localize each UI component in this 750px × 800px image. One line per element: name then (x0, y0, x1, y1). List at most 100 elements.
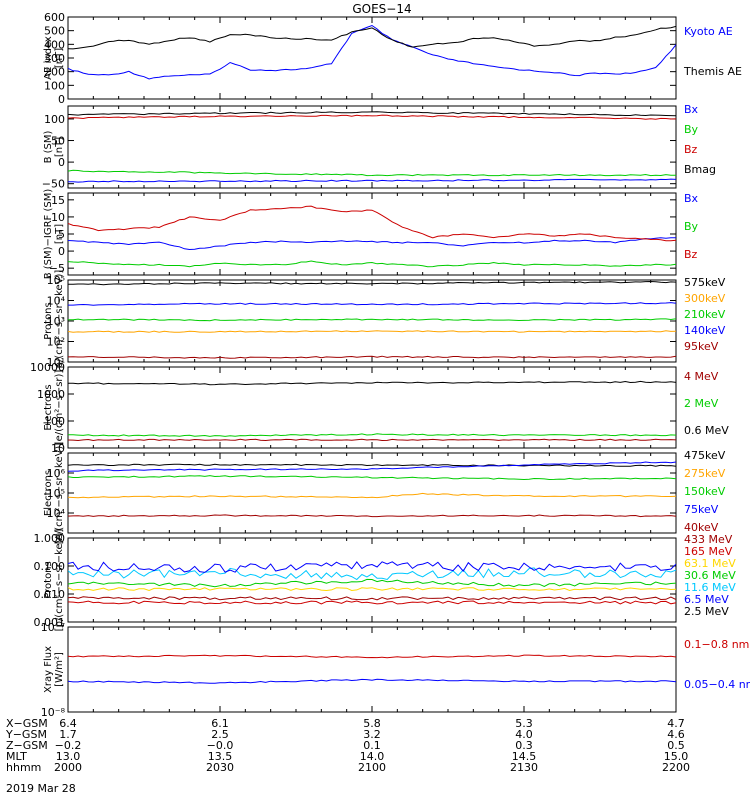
series-line (68, 508, 676, 510)
y-axis-label: AE index (43, 36, 54, 80)
legend-label: 210keV (684, 308, 726, 321)
series-line (68, 433, 676, 437)
y-axis-label: B (SM) (43, 130, 54, 163)
series-line (68, 600, 676, 605)
legend-label: 165 MeV (684, 545, 733, 558)
ephemeris-value: 6.4 (59, 717, 77, 730)
series-line (68, 280, 676, 286)
series-line (68, 492, 676, 499)
legend-label: 6.5 MeV (684, 593, 729, 606)
ephemeris-value: 5.8 (363, 717, 381, 730)
y-tick-label: 10000 (30, 361, 65, 374)
legend-label: Themis AE (683, 65, 742, 78)
y-axis-label: [W/m²] (54, 652, 65, 687)
ephemeris-value: 1.7 (59, 728, 77, 741)
y-axis-label: Xray Flux (43, 646, 54, 693)
series-line (68, 461, 676, 472)
y-axis-label: B (SM)−IGRF (SM) (43, 189, 54, 280)
legend-label: 40keV (684, 521, 719, 534)
y-tick-label: 10⁵ (47, 487, 65, 500)
ephemeris-value: 4.0 (515, 728, 533, 741)
y-axis-label: [e/(cm²−s−sr)] (54, 370, 65, 446)
legend-label: 433 MeV (684, 533, 733, 546)
legend-label: By (684, 220, 699, 233)
ephemeris-label: hhmm (6, 761, 41, 774)
y-tick-label: 10⁴ (47, 295, 66, 308)
legend-label: Kyoto AE (684, 25, 733, 38)
y-tick-label: 0 (58, 93, 65, 106)
ephemeris-value: 2200 (662, 761, 690, 774)
ephemeris-value: 5.3 (515, 717, 533, 730)
series-line (68, 578, 676, 588)
series-line (68, 114, 676, 120)
ephemeris-value: 0.3 (515, 739, 533, 752)
y-tick-label: 10¹ (47, 356, 65, 369)
ephemeris-value: 4.7 (667, 717, 685, 730)
ephemeris-value: 2000 (54, 761, 82, 774)
series-line (68, 169, 676, 177)
y-tick-label: 100 (44, 79, 65, 92)
y-axis-label: Protons (43, 561, 54, 598)
ephemeris-value: 3.2 (363, 728, 381, 741)
panel-xray: 10⁻⁸ 10⁻⁷ Xray Flux [W/m²] 0.1−0.8 nm 0.05−0.… (41, 621, 750, 719)
y-tick-label: 50 (51, 135, 65, 148)
y-tick-label: 10 (51, 442, 65, 455)
series-line (68, 178, 676, 183)
series-line (68, 596, 676, 601)
legend-label: 0.6 MeV (684, 424, 729, 437)
y-tick-label: 15 (51, 194, 65, 207)
y-axis-label: [nT] (54, 137, 65, 157)
y-tick-label: 0 (58, 245, 65, 258)
y-axis-label: [e/(cm²−s−sr−keV)] (54, 442, 65, 545)
y-tick-label: 1.000 (34, 532, 66, 545)
ephemeris-value: −0.2 (55, 739, 82, 752)
ephemeris-value: 0.5 (667, 739, 685, 752)
ephemeris-value: 13.5 (208, 750, 233, 763)
legend-label: 475keV (684, 449, 726, 462)
y-axis-label: Electrons (43, 384, 54, 430)
legend-label: 95keV (684, 340, 719, 353)
y-tick-label: 0 (58, 156, 65, 169)
legend-label: 4 MeV (684, 370, 719, 383)
ephemeris-value: −0.0 (207, 739, 234, 752)
y-tick-label: 400 (44, 38, 65, 51)
y-tick-label: 10 (51, 211, 65, 224)
y-tick-label: 5 (58, 228, 65, 241)
y-tick-label: 200 (44, 66, 65, 79)
figure-title: GOES−14 (352, 2, 411, 16)
series-line (68, 514, 676, 518)
ephemeris-label: MLT (6, 750, 27, 763)
series-line (68, 438, 676, 442)
legend-label: Bmag (684, 163, 716, 176)
y-axis-label: [p/(cm²−s−sr−keV)] (54, 529, 65, 632)
y-tick-label: 300 (44, 52, 65, 65)
series-line (68, 237, 676, 251)
panel-protons_low: 10¹ 10² 10³ 10⁴ 10⁵ Protons [p/(cm²−s−sr−keV)]… (43, 270, 726, 373)
y-tick-label: 1000 (37, 388, 65, 401)
ephemeris-value: 2130 (510, 761, 538, 774)
series-line (68, 355, 676, 359)
legend-label: 30.6 MeV (684, 569, 736, 582)
series-line (68, 561, 676, 573)
y-tick-label: 10⁻⁸ (41, 706, 66, 719)
legend-label: 2 MeV (684, 397, 719, 410)
y-tick-label: 100 (44, 113, 65, 126)
plot-frame (67, 626, 677, 713)
series-line (68, 654, 676, 659)
y-tick-label: −50 (42, 178, 65, 191)
y-tick-label: 500 (44, 25, 65, 38)
legend-label: Bx (684, 192, 699, 205)
y-axis-label: [nT] (54, 48, 65, 68)
series-line (68, 302, 676, 306)
legend-label: Bz (684, 248, 698, 261)
series-line (68, 260, 676, 268)
legend-label: 140keV (684, 324, 726, 337)
ephemeris-value: 14.5 (512, 750, 537, 763)
legend-label: 0.1−0.8 nm (684, 638, 749, 651)
ephemeris-label: Y−GSM (5, 728, 47, 741)
y-tick-label: 0.001 (34, 616, 66, 629)
